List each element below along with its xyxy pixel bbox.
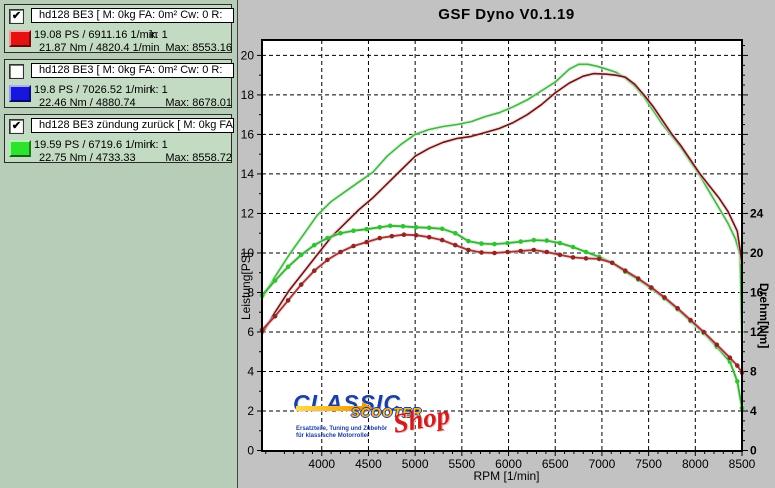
- logo-arrow-icon: [296, 406, 362, 411]
- svg-text:6: 6: [247, 325, 254, 339]
- run1-color-swatch[interactable]: [9, 30, 31, 47]
- svg-text:7000: 7000: [589, 457, 616, 471]
- run1-power-value: 19.08 PS / 6911.16 1/min: [34, 29, 158, 41]
- run1-max-rpm: Max: 8553.16: [165, 42, 232, 54]
- logo-tagline-2: für klassische Motorroller: [296, 433, 370, 439]
- run3-color-swatch[interactable]: [9, 140, 31, 157]
- run1-torque-value: 21.87 Nm / 4820.4 1/min: [39, 42, 160, 54]
- run1-torque-stat: 21.87 Nm / 4820.4 1/min Max: 8553.16: [34, 42, 234, 54]
- svg-text:0: 0: [247, 444, 254, 458]
- svg-text:8: 8: [750, 364, 757, 378]
- svg-text:14: 14: [241, 167, 255, 181]
- chart-area: 4000 4500 5000 5500 6000 6500 7000 7500 8000 8500…: [238, 0, 775, 488]
- chart-title: GSF Dyno V0.1.19: [438, 6, 575, 23]
- run2-torque-value: 22.46 Nm / 4880.74: [39, 97, 136, 109]
- run2-power-stat: 19.8 PS / 7026.52 1/min k: 1: [34, 84, 229, 96]
- svg-text:10: 10: [241, 246, 255, 260]
- svg-text:20: 20: [241, 48, 255, 62]
- run2-title-field[interactable]: hd128 BE3 [ M: 0kg FA: 0m² Cw: 0 R:: [31, 63, 234, 78]
- svg-text:18: 18: [241, 88, 255, 102]
- run3-power-stat: 19.59 PS / 6719.6 1/min k: 1: [34, 139, 229, 151]
- svg-text:6500: 6500: [542, 457, 569, 471]
- svg-text:4: 4: [750, 404, 757, 418]
- svg-text:4500: 4500: [355, 457, 382, 471]
- svg-text:5000: 5000: [402, 457, 429, 471]
- svg-text:20: 20: [750, 246, 764, 260]
- svg-text:4000: 4000: [308, 457, 335, 471]
- logo-tagline: Ersatzteile, Tuning und Zubehör für klas…: [296, 426, 387, 440]
- svg-text:8000: 8000: [682, 457, 709, 471]
- logo-scooter-text: SCOOTER: [351, 405, 423, 420]
- svg-text:8: 8: [247, 285, 254, 299]
- run2-k-factor: k: 1: [150, 84, 168, 96]
- run3-torque-value: 22.75 Nm / 4733.33: [39, 152, 136, 164]
- svg-text:0: 0: [750, 444, 757, 458]
- run2-visibility-checkbox[interactable]: [9, 64, 24, 79]
- logo-classic-text: CLASSIC: [293, 390, 401, 416]
- run2-torque-stat: 22.46 Nm / 4880.74 Max: 8678.01: [34, 97, 234, 109]
- dyno-plot: 4000 4500 5000 5500 6000 6500 7000 7500 8000 8500…: [241, 39, 764, 471]
- run2-power-value: 19.8 PS / 7026.52 1/min: [34, 84, 153, 96]
- run3-torque-stat: 22.75 Nm / 4733.33 Max: 8558.72: [34, 152, 234, 164]
- run1-power-stat: 19.08 PS / 6911.16 1/min k: 1: [34, 29, 229, 41]
- run3-legend-box: ✔ hd128 BE3 zündung zurück [ M: 0kg FA: …: [4, 114, 234, 164]
- svg-text:7500: 7500: [635, 457, 662, 471]
- svg-text:12: 12: [241, 206, 255, 220]
- run2-max-rpm: Max: 8678.01: [165, 97, 232, 109]
- classic-scooter-shop-logo: CLASSIC SCOOTER Shop Ersatzteile, Tuning…: [293, 390, 471, 450]
- run1-visibility-checkbox[interactable]: ✔: [9, 9, 24, 24]
- run3-title-field[interactable]: hd128 BE3 zündung zurück [ M: 0kg FA:: [31, 118, 234, 133]
- run2-color-swatch[interactable]: [9, 85, 31, 102]
- svg-text:16: 16: [241, 127, 255, 141]
- run3-visibility-checkbox[interactable]: ✔: [9, 119, 24, 134]
- svg-text:2: 2: [247, 404, 254, 418]
- x-axis-label: RPM [1/min]: [473, 469, 540, 483]
- run3-k-factor: k: 1: [150, 139, 168, 151]
- runs-panel: ✔ hd128 BE3 [ M: 0kg FA: 0m² Cw: 0 R: 19…: [0, 0, 238, 488]
- right-axis-label: Drehm[Nm]: [757, 283, 771, 349]
- logo-tagline-1: Ersatzteile, Tuning und Zubehör: [296, 426, 388, 432]
- run1-k-factor: k: 1: [150, 29, 168, 41]
- svg-text:6000: 6000: [495, 457, 522, 471]
- run2-legend-box: hd128 BE3 [ M: 0kg FA: 0m² Cw: 0 R: 19.8…: [4, 59, 234, 109]
- run3-max-rpm: Max: 8558.72: [165, 152, 232, 164]
- run1-legend-box: ✔ hd128 BE3 [ M: 0kg FA: 0m² Cw: 0 R: 19…: [4, 4, 234, 54]
- logo-arrow-head-icon: [362, 402, 373, 414]
- svg-text:4: 4: [247, 364, 254, 378]
- run1-title-field[interactable]: hd128 BE3 [ M: 0kg FA: 0m² Cw: 0 R:: [31, 8, 234, 23]
- svg-text:12: 12: [750, 325, 764, 339]
- svg-text:16: 16: [750, 285, 764, 299]
- svg-text:8500: 8500: [729, 457, 756, 471]
- run3-power-value: 19.59 PS / 6719.6 1/min: [34, 139, 153, 151]
- svg-text:5500: 5500: [448, 457, 475, 471]
- svg-text:24: 24: [750, 206, 764, 220]
- left-axis-label: Leistung[PS]: [239, 251, 253, 320]
